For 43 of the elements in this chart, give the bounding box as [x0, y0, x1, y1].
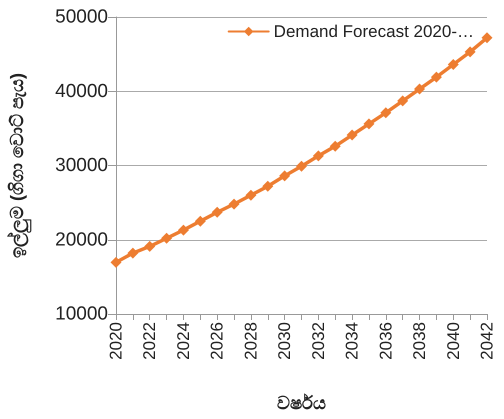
point [414, 84, 426, 95]
x-tick-label: 2040 [444, 322, 463, 360]
y-tick-label: 50000 [55, 6, 108, 28]
point [127, 248, 138, 259]
x-tick-label: 2020 [106, 322, 126, 360]
point [296, 160, 307, 172]
x-tick-label: 2034 [342, 322, 362, 360]
y-axis-title: ඉල්ලුම (ගිගා වොට් පැය) [6, 73, 32, 258]
x-tick-label: 2024 [174, 322, 193, 360]
point [397, 95, 408, 106]
y-tick-label: 20000 [55, 229, 108, 250]
point [178, 224, 189, 236]
point [346, 130, 358, 141]
point [482, 32, 492, 44]
x-tick-label: 2036 [376, 322, 396, 360]
x-axis-title: වර්ෂය [277, 392, 326, 413]
point [212, 206, 223, 218]
x-tick-label: 2042 [478, 322, 496, 360]
y-tick-label: 40000 [55, 80, 108, 102]
point [228, 198, 240, 210]
point [363, 118, 374, 130]
point [380, 107, 392, 118]
point [144, 240, 156, 252]
point [161, 232, 172, 244]
y-tick-label: 10000 [55, 304, 108, 324]
point [430, 72, 442, 83]
point [330, 140, 341, 152]
point [245, 190, 256, 201]
x-tick-label: 2028 [241, 322, 260, 360]
point [194, 216, 206, 227]
x-tick-label: 2022 [140, 322, 160, 360]
x-tick-label: 2026 [208, 322, 227, 360]
point [448, 59, 459, 70]
x-tick-label: 2038 [410, 322, 430, 360]
point [279, 170, 290, 182]
point [312, 150, 324, 162]
x-tick-label: 2030 [275, 322, 294, 360]
point [110, 256, 122, 268]
point [262, 180, 274, 192]
point [464, 46, 476, 58]
y-tick-label: 30000 [55, 155, 108, 176]
x-tick-label: 2032 [308, 322, 328, 360]
legend-label: Demand Forecast 2020-… [274, 22, 474, 41]
